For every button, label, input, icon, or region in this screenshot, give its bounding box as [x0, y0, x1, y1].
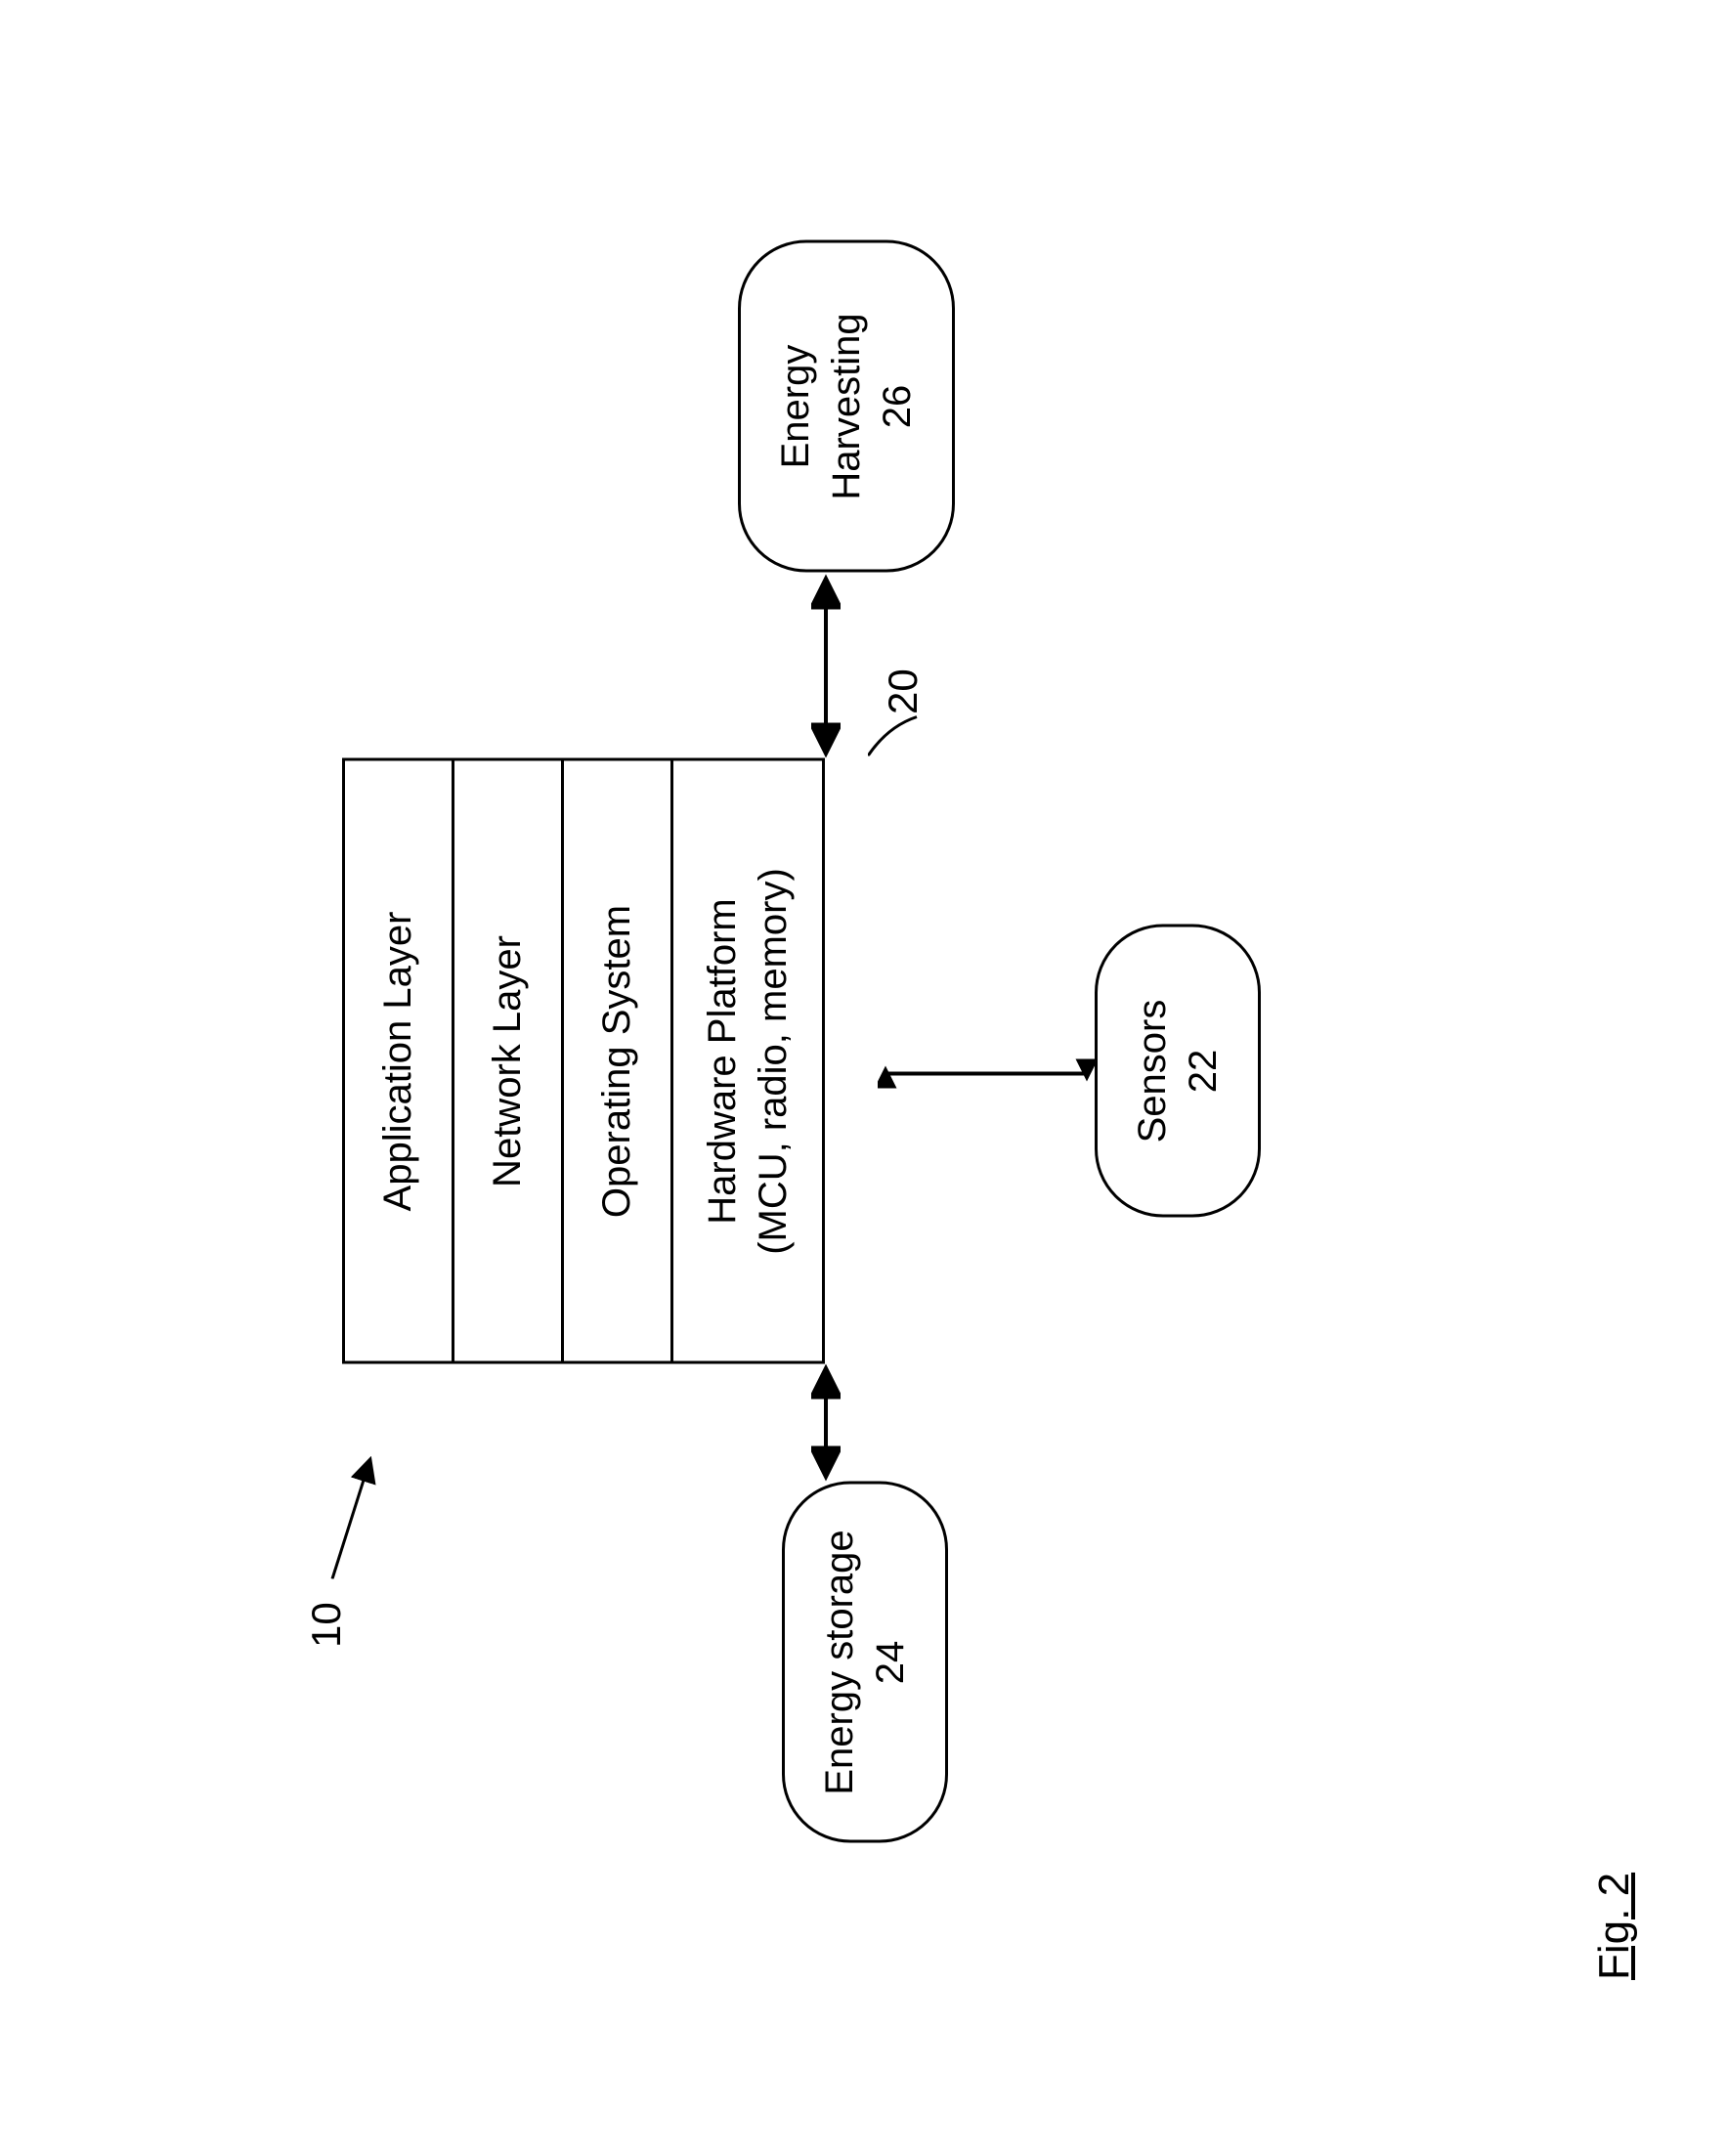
- storage-label: Energy storage: [818, 1530, 861, 1794]
- layer-stack: Application Layer Network Layer Operatin…: [342, 758, 825, 1364]
- ref-number-20: 20: [880, 668, 927, 714]
- hardware-line1: Hardware Platform: [701, 898, 744, 1224]
- energy-storage-box: Energy storage 24: [782, 1482, 948, 1843]
- arrow-storage: [811, 1364, 841, 1482]
- diagram-inner: 10 Application Layer Network Layer Opera…: [0, 0, 1727, 2156]
- sensors-box: Sensors 22: [1095, 925, 1261, 1218]
- hardware-platform-layer: Hardware Platform (MCU, radio, memory): [673, 761, 822, 1361]
- harvest-line2: Harvesting: [825, 313, 868, 499]
- application-layer: Application Layer: [345, 761, 454, 1361]
- operating-system-layer: Operating System: [564, 761, 673, 1361]
- ref-number-10: 10: [303, 1602, 350, 1648]
- harvest-line1: Energy: [774, 345, 817, 469]
- arrow-10-line: [323, 1443, 381, 1579]
- sensors-ref: 22: [1182, 1050, 1225, 1094]
- storage-ref: 24: [869, 1641, 912, 1685]
- arrow-sensors: [878, 1059, 1095, 1089]
- network-layer: Network Layer: [454, 761, 564, 1361]
- hardware-line2: (MCU, radio, memory): [752, 868, 795, 1255]
- diagram-container: 10 Application Layer Network Layer Opera…: [0, 215, 1727, 1942]
- sensors-label: Sensors: [1131, 1000, 1174, 1143]
- harvest-ref: 26: [876, 385, 919, 429]
- energy-harvest-box: Energy Harvesting 26: [738, 240, 955, 573]
- arrow-harvest: [811, 575, 841, 758]
- figure-label: Fig. 2: [1590, 1873, 1639, 1980]
